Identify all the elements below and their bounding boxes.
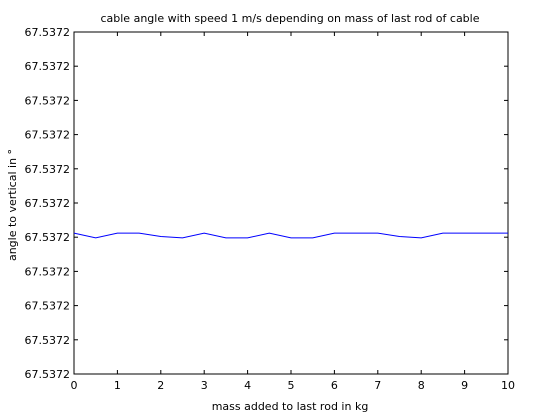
x-tick-label-6: 6 (331, 379, 338, 392)
y-tick-label-3: 67.5372 (25, 265, 71, 278)
x-tick-label-8: 8 (418, 379, 425, 392)
y-tick-label-5: 67.5372 (25, 197, 71, 210)
chart-title: cable angle with speed 1 m/s depending o… (100, 12, 479, 25)
x-tick-label-0: 0 (71, 379, 78, 392)
y-tick-label-1: 67.5372 (25, 334, 71, 347)
y-tick-label-0: 67.5372 (25, 368, 71, 381)
x-tick-label-4: 4 (244, 379, 251, 392)
x-tick-label-3: 3 (201, 379, 208, 392)
plot-area: 0 1 2 3 4 5 6 7 8 9 10 67.5372 67.5372 67.5372 67.5372… (25, 26, 516, 392)
y-tick-label-10: 67.5372 (25, 26, 71, 39)
y-tick-label-7: 67.5372 (25, 129, 71, 142)
y-tick-label-8: 67.5372 (25, 94, 71, 107)
y-axis-label: angle to vertical in ° (6, 149, 19, 261)
plot-frame (74, 32, 508, 374)
y-tick-label-2: 67.5372 (25, 300, 71, 313)
x-tick-label-9: 9 (461, 379, 468, 392)
y-tick-label-9: 67.5372 (25, 60, 71, 73)
x-tick-label-1: 1 (114, 379, 121, 392)
y-tick-label-4: 67.5372 (25, 231, 71, 244)
x-tick-label-5: 5 (288, 379, 295, 392)
x-axis-label: mass added to last rod in kg (212, 400, 369, 413)
x-tick-label-2: 2 (157, 379, 164, 392)
x-tick-label-7: 7 (374, 379, 381, 392)
y-tick-label-6: 67.5372 (25, 163, 71, 176)
x-tick-label-10: 10 (501, 379, 515, 392)
